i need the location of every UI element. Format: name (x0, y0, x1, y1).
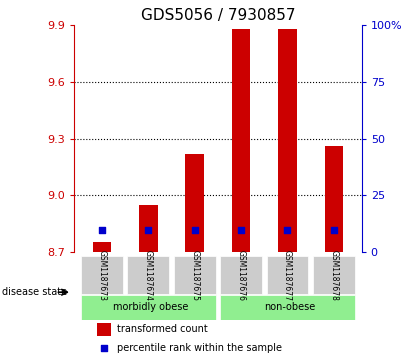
Bar (92, 242, 111, 252)
Bar (139, 204, 157, 252)
Text: GSM1187675: GSM1187675 (190, 250, 199, 301)
Text: transformed count: transformed count (117, 324, 208, 334)
Text: percentile rank within the sample: percentile rank within the sample (117, 343, 282, 354)
Text: disease state: disease state (2, 287, 67, 297)
Bar (278, 29, 297, 252)
Point (99, 227, 105, 233)
Point (284, 227, 291, 233)
FancyBboxPatch shape (81, 256, 123, 294)
Point (330, 227, 337, 233)
FancyBboxPatch shape (127, 256, 169, 294)
Point (145, 227, 152, 233)
FancyBboxPatch shape (81, 295, 215, 319)
Text: GSM1187673: GSM1187673 (97, 250, 106, 301)
Text: non-obese: non-obese (264, 302, 315, 312)
Bar (185, 154, 204, 252)
Bar (97, 323, 111, 336)
FancyBboxPatch shape (220, 295, 355, 319)
FancyBboxPatch shape (267, 256, 308, 294)
FancyBboxPatch shape (174, 256, 215, 294)
Point (238, 227, 244, 233)
Text: GSM1187678: GSM1187678 (329, 250, 338, 301)
Text: GSM1187676: GSM1187676 (237, 250, 245, 301)
Bar (325, 146, 343, 252)
Point (101, 346, 107, 351)
Bar (232, 29, 250, 252)
FancyBboxPatch shape (220, 256, 262, 294)
Text: morbidly obese: morbidly obese (113, 302, 188, 312)
FancyBboxPatch shape (313, 256, 355, 294)
Text: GSM1187674: GSM1187674 (144, 250, 153, 301)
Title: GDS5056 / 7930857: GDS5056 / 7930857 (141, 8, 295, 23)
Text: GSM1187677: GSM1187677 (283, 250, 292, 301)
Point (192, 227, 198, 233)
